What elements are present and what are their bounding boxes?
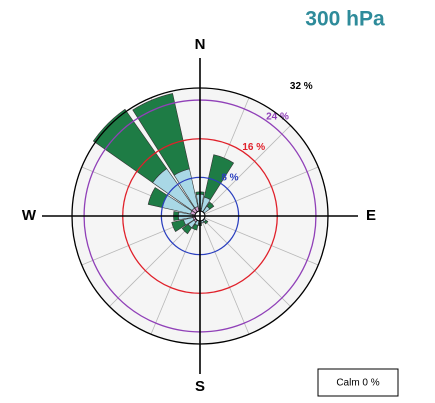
direction-label: N	[195, 36, 206, 53]
spoke	[199, 215, 291, 307]
spoke	[199, 166, 319, 217]
sector	[203, 154, 235, 201]
sector	[191, 223, 199, 231]
calm-box	[317, 368, 399, 397]
direction-label: W	[22, 207, 37, 224]
calm-label: Calm 0 %	[336, 378, 379, 389]
sector	[181, 223, 193, 235]
sector	[132, 93, 190, 176]
chart-title: 300 hPa	[305, 8, 385, 31]
direction-label: S	[195, 378, 205, 395]
ring-label: 32 %	[290, 81, 313, 92]
spoke	[199, 215, 319, 266]
sector	[206, 201, 215, 210]
sector	[92, 108, 168, 184]
spoke	[199, 125, 291, 217]
ring-label: 8 %	[221, 172, 238, 183]
sector	[171, 219, 187, 232]
ring-label: 24 %	[266, 111, 289, 122]
spoke	[199, 215, 250, 335]
direction-label: E	[366, 207, 376, 224]
sector	[201, 221, 205, 224]
spoke	[150, 215, 201, 335]
sector	[203, 219, 209, 225]
ring-label: 16 %	[242, 142, 265, 153]
